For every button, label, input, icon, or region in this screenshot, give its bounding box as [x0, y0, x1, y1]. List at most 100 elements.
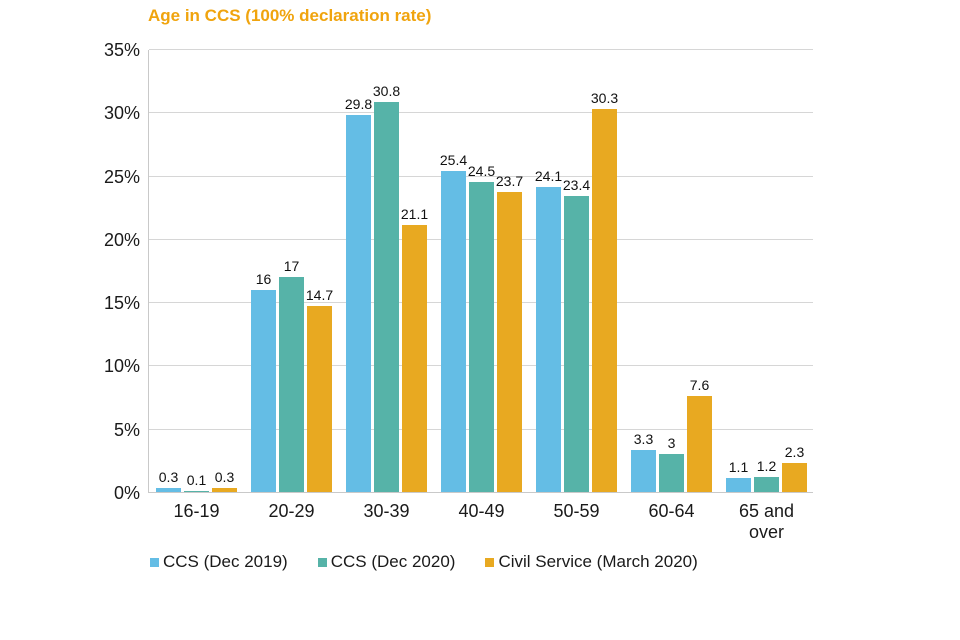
chart-title: Age in CCS (100% declaration rate)	[148, 6, 432, 25]
bar-value-label: 0.3	[158, 469, 179, 486]
bar-group-40-49: 25.4 24.5 23.7 40-49	[434, 50, 529, 521]
bar-slot: 1.2	[754, 50, 779, 492]
bar-value-label: 14.7	[305, 286, 334, 303]
bar-group-30-39: 29.8 30.8 21.1 30-39	[339, 50, 434, 521]
legend-swatch-icon	[485, 557, 495, 567]
bar-Civil Service (March 2020)-20-29	[307, 305, 332, 492]
legend-label: CCS (Dec 2020)	[330, 552, 456, 571]
bar-value-label: 1.2	[756, 457, 777, 474]
bar-slot: 2.3	[782, 50, 807, 492]
bar-slot: 0.3	[212, 50, 237, 492]
bar-group-20-29: 16 17 14.7 20-29	[244, 50, 339, 521]
x-axis-category-label: 65 and over	[738, 501, 795, 542]
bar-Civil Service (March 2020)-50-59	[592, 108, 617, 492]
legend-item: Civil Service (March 2020)	[485, 552, 698, 572]
y-axis-tick-label: 10%	[103, 356, 140, 377]
y-axis-tick-label: 15%	[103, 293, 140, 314]
bar-value-label: 17	[283, 257, 300, 274]
bar-CCS (Dec 2020)-65 and over	[754, 476, 779, 492]
bar-Civil Service (March 2020)-60-64	[687, 395, 712, 492]
bar-CCS (Dec 2020)-50-59	[564, 195, 589, 492]
bar-CCS (Dec 2019)-60-64	[631, 450, 656, 492]
bar-value-label: 24.1	[534, 167, 563, 184]
bar-group-50-59: 24.1 23.4 30.3 50-59	[529, 50, 624, 522]
x-axis-category-label: 16-19	[173, 501, 220, 521]
bar-slot: 24.1	[534, 50, 563, 492]
legend-item: CCS (Dec 2020)	[317, 552, 456, 572]
legend-label: CCS (Dec 2019)	[163, 552, 288, 571]
bar-CCS (Dec 2020)-30-39	[374, 102, 399, 492]
gridline	[149, 112, 813, 114]
y-axis-tick-label: 25%	[103, 166, 140, 187]
bar-value-label: 3	[667, 435, 676, 452]
bar-value-label: 21.1	[400, 205, 429, 222]
plot-area: 0.3 0.1 0.3 16-19 16 17 14.7 20-29 29.8 30.8 21.1 3…	[148, 49, 814, 542]
x-axis-category-label: 60-64	[648, 501, 695, 521]
bar-slot: 16	[251, 50, 276, 492]
bar-value-label: 30.3	[590, 89, 619, 106]
bar-slot: 23.7	[495, 50, 524, 492]
legend-swatch-icon	[150, 557, 159, 567]
bar-slot: 3.3	[631, 50, 656, 492]
bar-CCS (Dec 2020)-16-19	[184, 490, 209, 492]
bar-slot: 25.4	[439, 50, 468, 492]
legend-label: Civil Service (March 2020)	[498, 552, 698, 571]
bar-value-label: 23.7	[495, 173, 524, 190]
bar-CCS (Dec 2019)-40-49	[441, 170, 466, 492]
bar-CCS (Dec 2019)-50-59	[536, 186, 561, 492]
bar-group-16-19: 0.3 0.1 0.3 16-19	[149, 50, 244, 521]
legend-item: CCS (Dec 2019)	[150, 552, 288, 572]
gridline	[149, 175, 813, 177]
bar-slot: 24.5	[467, 50, 496, 492]
x-axis-category-label: 20-29	[268, 501, 315, 521]
bar-group-60-64: 3.3 3 7.6 60-64	[624, 50, 719, 521]
bar-value-label: 2.3	[784, 443, 805, 460]
bar-slot: 21.1	[400, 50, 429, 492]
bar-CCS (Dec 2019)-20-29	[251, 289, 276, 492]
bar-value-label: 7.6	[689, 376, 710, 393]
bar-slot: 29.8	[344, 50, 373, 492]
x-axis-category-label: 30-39	[363, 501, 410, 521]
bar-value-label: 0.1	[186, 471, 207, 488]
bar-slot: 30.8	[372, 50, 401, 492]
bar-value-label: 25.4	[439, 151, 468, 168]
bar-CCS (Dec 2020)-20-29	[279, 276, 304, 492]
bar-Civil Service (March 2020)-30-39	[402, 224, 427, 492]
y-axis-tick-label: 20%	[103, 229, 140, 250]
bar-Civil Service (March 2020)-65 and over	[782, 462, 807, 492]
y-axis-tick-label: 30%	[103, 103, 140, 124]
bar-Civil Service (March 2020)-16-19	[212, 488, 237, 492]
bar-value-label: 29.8	[344, 95, 373, 112]
bar-value-label: 30.8	[372, 83, 401, 100]
x-axis-category-label: 50-59	[553, 501, 600, 521]
y-axis-tick-label: 35%	[103, 40, 140, 60]
gridline	[149, 49, 813, 50]
legend: CCS (Dec 2019) CCS (Dec 2020) Civil Servic…	[150, 552, 698, 572]
bar-slot: 14.7	[305, 50, 334, 492]
bar-slot: 0.3	[156, 50, 181, 492]
y-axis: 0% 5% 10% 15% 20% 25% 30% 35%	[0, 41, 140, 502]
x-axis-category-label: 40-49	[458, 501, 505, 521]
bar-value-label: 16	[255, 270, 272, 287]
bar-CCS (Dec 2019)-16-19	[156, 488, 181, 492]
bar-value-label: 23.4	[562, 176, 591, 193]
bar-slot: 0.1	[184, 50, 209, 492]
bar-CCS (Dec 2019)-30-39	[346, 114, 371, 492]
bar-Civil Service (March 2020)-40-49	[497, 192, 522, 492]
bar-slot: 23.4	[562, 50, 591, 492]
y-axis-tick-label: 5%	[113, 419, 140, 440]
bar-CCS (Dec 2019)-65 and over	[726, 478, 751, 492]
bar-slot: 17	[279, 50, 304, 492]
bar-value-label: 1.1	[728, 459, 749, 476]
bar-value-label: 0.3	[214, 469, 235, 486]
bar-slot: 1.1	[726, 50, 751, 492]
bar-group-65 and over: 1.1 1.2 2.3 65 and over	[719, 50, 814, 542]
bar-CCS (Dec 2020)-60-64	[659, 454, 684, 492]
bar-CCS (Dec 2020)-40-49	[469, 181, 494, 492]
bar-value-label: 24.5	[467, 162, 496, 179]
bar-slot: 30.3	[590, 50, 619, 492]
legend-swatch-icon	[317, 557, 327, 567]
bar-slot: 7.6	[687, 50, 712, 492]
bar-value-label: 3.3	[633, 431, 654, 448]
